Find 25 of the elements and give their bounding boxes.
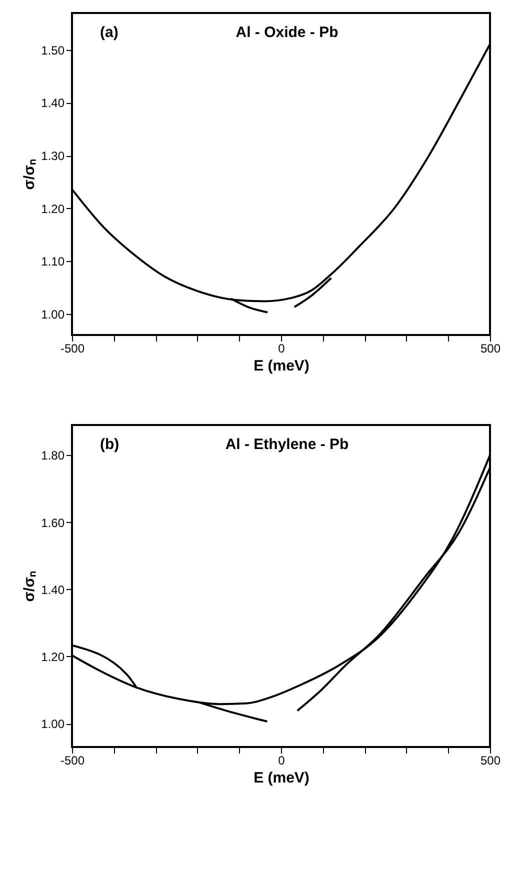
annotation: (a) xyxy=(100,24,118,41)
x-axis-title: E (meV) xyxy=(254,770,310,786)
y-tick-label: 1.00 xyxy=(41,307,65,322)
annotation: (b) xyxy=(100,436,120,453)
annotation: Al - Oxide - Pb xyxy=(236,24,338,41)
y-tick-label: 1.20 xyxy=(41,202,65,216)
x-tick-label: 0 xyxy=(278,754,286,768)
x-tick-label: -500 xyxy=(60,754,85,768)
y-axis-title: σ/σₙ xyxy=(21,159,38,190)
annotation: Al - Ethylene - Pb xyxy=(225,436,349,453)
y-tick-label: 1.40 xyxy=(41,96,65,110)
y-tick-label: 1.00 xyxy=(41,717,65,732)
y-axis-title: σ/σₙ xyxy=(21,571,38,602)
y-tick-label: 1.20 xyxy=(41,650,65,664)
x-tick-label: 500 xyxy=(480,754,501,768)
x-tick-label: 0 xyxy=(278,342,286,356)
y-tick-label: 1.80 xyxy=(41,448,65,463)
y-tick-label: 1.30 xyxy=(41,149,65,164)
x-tick-label: -500 xyxy=(60,342,85,356)
x-axis-title: E (meV) xyxy=(254,358,310,374)
y-tick-label: 1.50 xyxy=(41,43,65,58)
y-tick-label: 1.40 xyxy=(41,582,65,597)
y-tick-label: 1.10 xyxy=(41,254,65,269)
y-tick-label: 1.60 xyxy=(41,516,65,530)
x-tick-label: 500 xyxy=(480,342,501,356)
